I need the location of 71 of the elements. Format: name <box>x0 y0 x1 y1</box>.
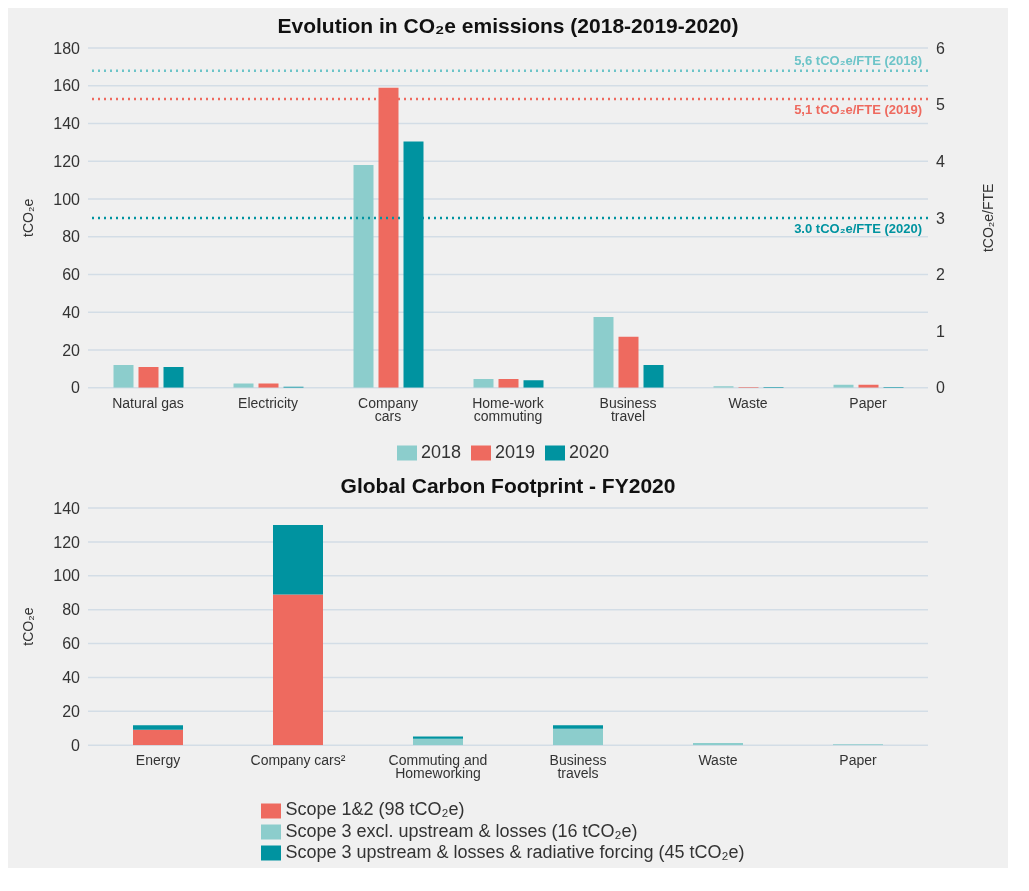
legend-label: 2018 <box>420 441 461 462</box>
x-tick-label: Paper <box>849 394 888 411</box>
x-tick-label: Company cars² <box>250 752 346 769</box>
x-tick-label: Home-work commuting <box>472 394 545 424</box>
y2-tick-label: 3 <box>936 209 945 227</box>
x-tick-label: Energy <box>135 752 181 769</box>
bar <box>138 366 159 388</box>
y-tick-label: 0 <box>71 379 81 397</box>
x-tick-label: Commuting and Homeworking <box>388 752 488 782</box>
x-tick-label: Business travel <box>599 394 657 424</box>
ref-line-label: 5,6 tCO₂e/FTE (2018) <box>794 52 922 68</box>
y2-axis-title: tCO₂e/FTE <box>979 183 996 253</box>
x-tick-label: Company cars <box>358 394 418 424</box>
legend-label: Scope 1&2 (98 tCO₂e) <box>285 799 465 820</box>
bar <box>693 743 743 746</box>
y-tick-label: 80 <box>62 228 81 246</box>
bar <box>133 725 183 730</box>
bar <box>473 379 494 388</box>
ref-line-label: 3.0 tCO₂e/FTE (2020) <box>794 221 922 237</box>
legend-label: 2020 <box>569 441 610 462</box>
y-tick-label: 100 <box>53 567 81 585</box>
bar <box>498 379 519 388</box>
chart-title: Global Carbon Footprint - FY2020 <box>339 473 677 498</box>
bar <box>353 165 374 388</box>
legend-label: Scope 3 excl. upstream & losses (16 tCO₂e) <box>285 820 638 841</box>
y-tick-label: 60 <box>62 266 81 284</box>
y2-tick-label: 5 <box>936 96 945 114</box>
y-tick-label: 40 <box>62 303 81 321</box>
x-tick-label: Electricity <box>238 394 298 411</box>
y-tick-label: 160 <box>53 77 81 95</box>
bar <box>133 729 183 746</box>
y-tick-label: 40 <box>62 669 81 687</box>
y-tick-label: 20 <box>62 341 81 359</box>
x-tick-label: Waste <box>728 394 768 411</box>
x-tick-label: Business travels <box>549 752 607 782</box>
bar <box>273 594 323 746</box>
y-tick-label: 180 <box>53 39 81 57</box>
y-tick-label: 140 <box>53 499 81 517</box>
y-tick-label: 120 <box>53 152 81 170</box>
bar <box>618 336 639 388</box>
bar <box>643 365 664 388</box>
y-tick-label: 80 <box>62 601 81 619</box>
x-tick-label: Waste <box>698 752 738 769</box>
legend-label: 2019 <box>494 441 536 462</box>
chart-title: Evolution in CO₂e emissions (2018-2019-2020) <box>276 13 740 38</box>
x-tick-label: Natural gas <box>112 394 184 411</box>
bar <box>413 736 463 739</box>
y2-tick-label: 2 <box>936 266 945 284</box>
y-tick-label: 60 <box>62 635 81 653</box>
bar <box>413 738 463 746</box>
ref-line-label: 5,1 tCO₂e/FTE (2019) <box>794 102 922 118</box>
legend-label: Scope 3 upstream & losses & radiative forcing (45 tCO₂e) <box>285 841 745 862</box>
x-tick-label: Paper <box>839 752 878 769</box>
y-axis-title: tCO₂e <box>19 198 36 237</box>
y-tick-label: 120 <box>53 533 81 551</box>
y2-tick-label: 1 <box>936 322 945 340</box>
bar <box>163 366 184 388</box>
bar <box>113 365 134 388</box>
bar <box>523 380 544 388</box>
y-tick-label: 20 <box>62 703 81 721</box>
y-tick-label: 0 <box>71 736 81 754</box>
y2-tick-label: 6 <box>936 39 945 57</box>
y-axis-title: tCO₂e <box>19 607 36 646</box>
bar <box>553 728 603 746</box>
y2-tick-label: 0 <box>936 379 945 397</box>
y2-tick-label: 4 <box>936 152 945 170</box>
bar <box>553 725 603 729</box>
y-tick-label: 140 <box>53 115 81 133</box>
y-tick-label: 100 <box>53 190 81 208</box>
bar <box>273 524 323 595</box>
bar <box>593 316 614 388</box>
